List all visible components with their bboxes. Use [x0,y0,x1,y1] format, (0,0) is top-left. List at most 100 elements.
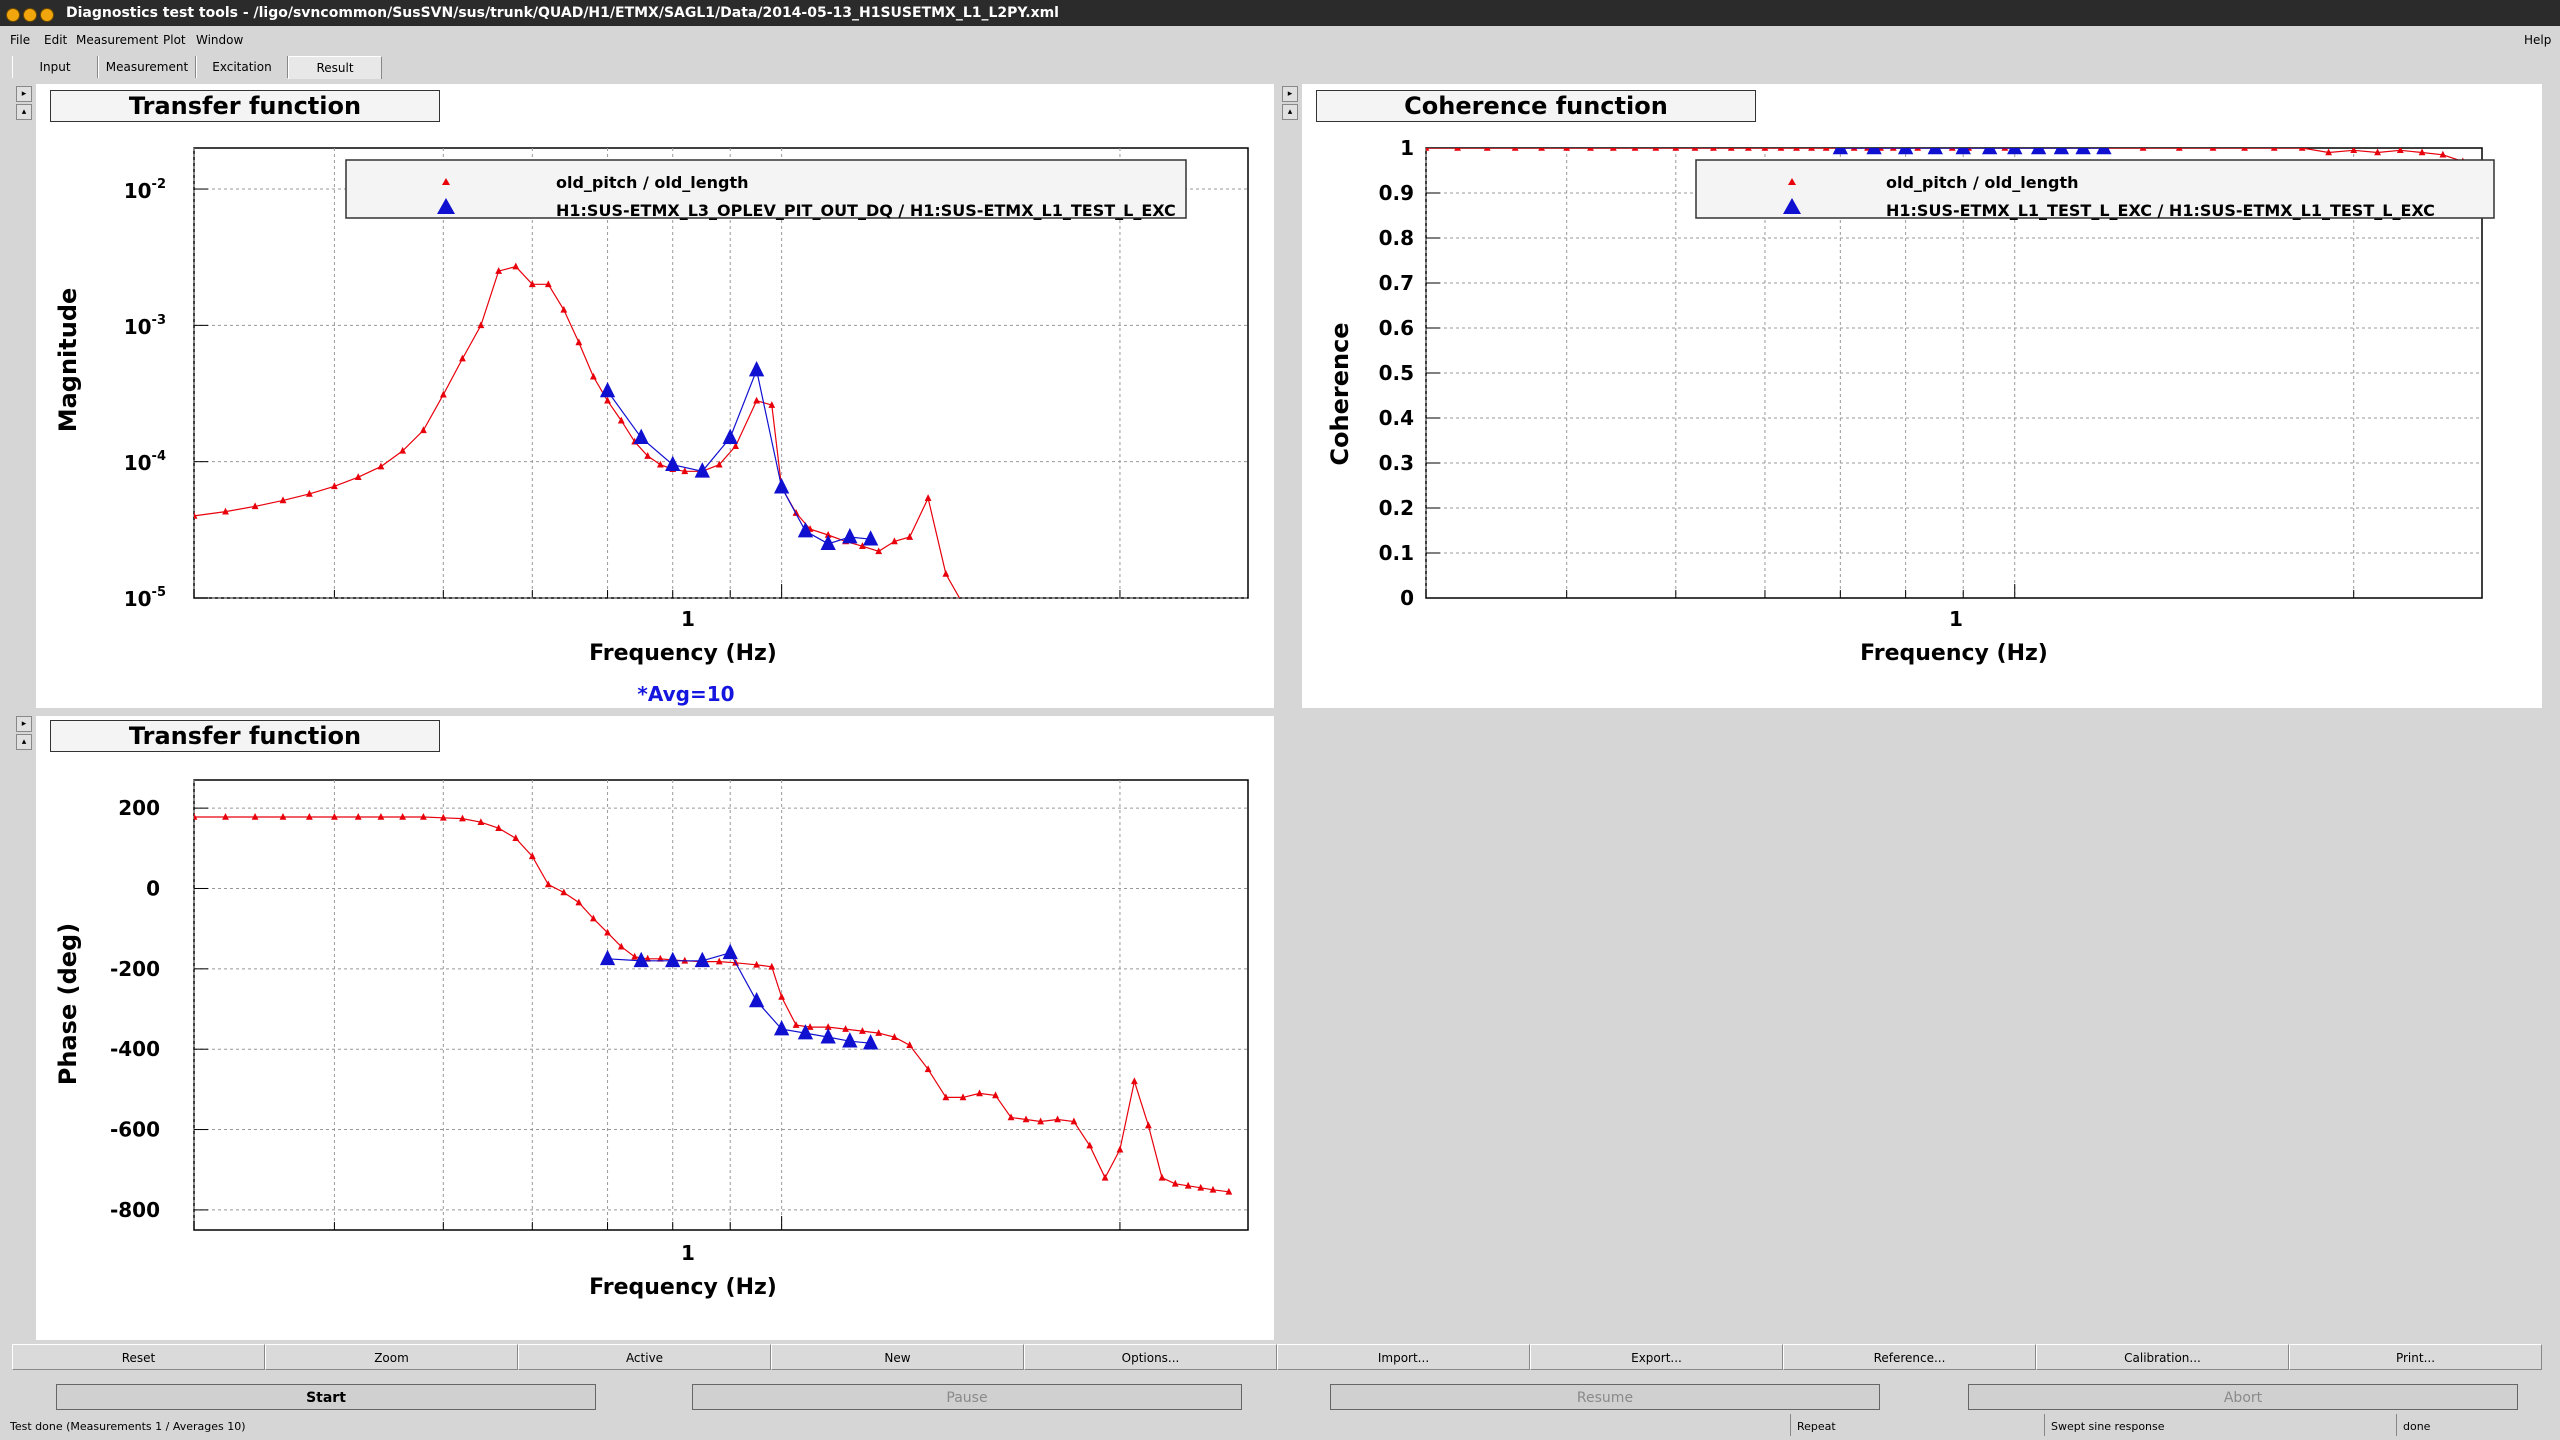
data-point-marker [824,530,832,538]
data-point-marker [1171,1179,1179,1187]
data-point-marker [1672,148,1680,151]
data-point-marker [924,1065,932,1073]
tab-input[interactable]: Input [12,56,98,78]
menu-measurement[interactable]: Measurement [76,33,159,47]
data-point-marker [976,1089,983,1097]
export-button[interactable]: Export... [1530,1344,1783,1370]
data-point-marker [875,1029,883,1036]
x-axis-label: Frequency (Hz) [589,641,777,666]
pad-collapse-icon[interactable]: ▴ [16,104,32,120]
pad-expand-icon[interactable]: ▸ [16,86,32,102]
pad-collapse-icon[interactable]: ▴ [16,734,32,750]
data-point-marker [2350,148,2358,154]
menu-edit[interactable]: Edit [44,33,68,47]
data-point-marker [194,511,198,519]
data-point-marker [797,1024,814,1040]
data-point-marker [1777,148,1785,151]
window-controls [6,5,57,31]
data-point-marker [748,361,765,377]
pad-collapse-icon[interactable]: ▴ [1282,104,1298,120]
print-button[interactable]: Print... [2289,1344,2542,1370]
menu-window[interactable]: Window [196,33,244,47]
coherence-plot-panel[interactable]: Coherence function Coherence Frequency (… [1302,84,2542,708]
data-point-marker [875,547,883,555]
data-point-marker [1225,1187,1233,1195]
plot-area [194,812,1233,1195]
plot-area [1426,148,2467,165]
abort-button[interactable]: Abort [1968,1384,2518,1410]
legend[interactable]: old_pitch / old_length H1:SUS-ETMX_L3_OP… [345,159,1187,220]
data-point-marker [1914,148,1922,151]
data-point-marker [681,467,689,475]
data-point-marker [1563,148,1571,151]
data-point-marker [1609,148,1617,151]
legend-marker-red [442,178,450,185]
y-tick-label: -800 [110,1198,160,1222]
menu-file[interactable]: File [10,33,31,47]
data-point-marker [477,818,485,825]
data-point-marker [644,452,652,459]
y-tick-label: 1 [1400,136,1414,160]
data-point-marker [1710,148,1717,151]
calibration-button[interactable]: Calibration... [2036,1344,2289,1370]
series-line [194,265,961,598]
data-point-marker [842,1025,849,1032]
close-window-icon[interactable] [6,8,20,22]
magnitude-plot-panel[interactable]: Transfer function Magnitude Frequency (H… [36,84,1274,708]
legend[interactable]: old_pitch / old_length H1:SUS-ETMX_L1_TE… [1695,159,2495,220]
x-axis-label: Frequency (Hz) [1860,641,2048,666]
data-point-marker [2325,148,2333,156]
resume-button[interactable]: Resume [1330,1384,1880,1410]
zoom-button[interactable]: Zoom [265,1344,518,1370]
y-tick-label: 0.9 [1379,181,1414,205]
data-point-marker [617,416,625,424]
minimize-window-icon[interactable] [23,8,37,22]
data-point-marker [305,489,313,497]
data-point-marker [1744,148,1752,151]
data-point-marker [331,812,338,820]
data-point-marker [631,952,639,960]
maximize-window-icon[interactable] [40,8,54,22]
data-point-marker [715,957,723,965]
import-button[interactable]: Import... [1277,1344,1530,1370]
tab-measurement[interactable]: Measurement [98,56,196,78]
data-point-marker [1007,1113,1015,1121]
data-point-marker [1054,1115,1061,1123]
data-point-marker [2001,148,2009,151]
tab-excitation[interactable]: Excitation [196,56,288,78]
data-point-marker [477,321,485,329]
data-point-marker [656,460,664,468]
data-point-marker [439,390,447,398]
data-point-marker [544,880,552,888]
coherence-chart[interactable]: Coherence Frequency (Hz) 1 1 0.9 0.8 0.7 0.6… [1302,84,2542,708]
x-tick-label: 1 [1949,607,1963,631]
data-point-marker [1538,148,1545,151]
menu-plot[interactable]: Plot [163,33,186,47]
pause-button[interactable]: Pause [692,1384,1242,1410]
data-point-marker [1587,148,1594,151]
new-button[interactable]: New [771,1344,1024,1370]
reset-button[interactable]: Reset [12,1344,265,1370]
data-point-marker [251,812,259,820]
data-point-marker [732,442,740,449]
legend-marker-blue [1783,198,1801,214]
pad-expand-icon[interactable]: ▸ [1282,86,1298,102]
data-point-marker [806,1023,814,1030]
data-point-marker [942,569,950,577]
data-point-marker [722,428,738,444]
data-point-marker [1927,148,1943,155]
phase-chart[interactable]: Phase (deg) Frequency (Hz) 1 200 0 -200 -40… [36,716,1274,1340]
plot-frame [193,147,1249,599]
data-point-marker [1037,1117,1045,1125]
menu-help[interactable]: Help [2524,33,2552,47]
data-point-marker [419,426,427,434]
tab-result[interactable]: Result [288,56,382,79]
start-button[interactable]: Start [56,1384,596,1410]
y-axis-label: Coherence [1326,322,1354,465]
magnitude-chart[interactable]: Magnitude Frequency (Hz) *Avg=10 1 10-2 … [36,84,1274,708]
options-button[interactable]: Options... [1024,1344,1277,1370]
pad-expand-icon[interactable]: ▸ [16,716,32,732]
reference-button[interactable]: Reference... [1783,1344,2036,1370]
active-button[interactable]: Active [518,1344,771,1370]
phase-plot-panel[interactable]: Transfer function Phase (deg) Frequency … [36,716,1274,1340]
